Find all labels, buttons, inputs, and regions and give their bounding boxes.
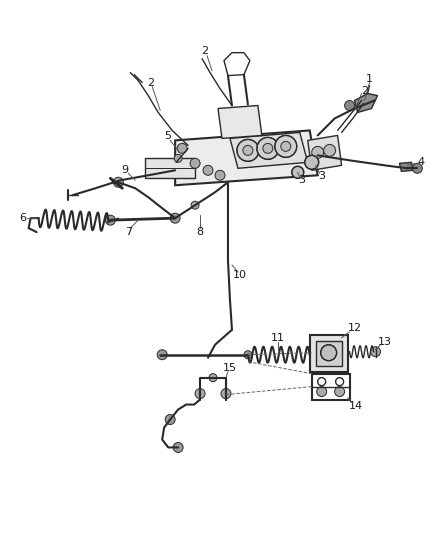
Text: 9: 9 — [121, 165, 129, 175]
Circle shape — [317, 378, 325, 385]
Text: 2: 2 — [360, 86, 367, 95]
Polygon shape — [218, 106, 261, 139]
Circle shape — [203, 165, 212, 175]
Circle shape — [173, 442, 183, 453]
Circle shape — [165, 415, 175, 424]
Circle shape — [215, 171, 224, 180]
Text: 7: 7 — [124, 227, 131, 237]
Text: 14: 14 — [348, 401, 362, 410]
Text: 15: 15 — [223, 362, 237, 373]
Circle shape — [256, 138, 278, 159]
Circle shape — [344, 101, 354, 110]
Text: 3: 3 — [318, 171, 325, 181]
Text: 2: 2 — [201, 46, 208, 55]
Polygon shape — [315, 341, 341, 366]
Text: 13: 13 — [377, 337, 391, 347]
Circle shape — [262, 143, 272, 154]
Circle shape — [323, 144, 335, 156]
Circle shape — [311, 147, 323, 158]
Circle shape — [370, 347, 380, 357]
Circle shape — [194, 389, 205, 399]
Circle shape — [237, 140, 258, 161]
Circle shape — [291, 166, 303, 178]
Circle shape — [335, 378, 343, 385]
Circle shape — [304, 155, 318, 169]
Circle shape — [157, 350, 167, 360]
Text: 4: 4 — [417, 157, 424, 167]
Text: 5: 5 — [164, 132, 171, 141]
Text: 1: 1 — [365, 74, 372, 84]
Circle shape — [334, 386, 344, 397]
Text: 6: 6 — [19, 213, 26, 223]
Text: 12: 12 — [347, 323, 361, 333]
Circle shape — [190, 158, 200, 168]
Circle shape — [280, 141, 290, 151]
Circle shape — [174, 155, 182, 163]
Circle shape — [113, 177, 123, 187]
Circle shape — [320, 345, 336, 361]
Polygon shape — [230, 132, 307, 168]
Circle shape — [242, 146, 252, 155]
Circle shape — [191, 201, 198, 209]
Text: 8: 8 — [196, 227, 203, 237]
Circle shape — [208, 374, 216, 382]
Circle shape — [105, 215, 115, 225]
Polygon shape — [309, 335, 347, 372]
Text: 10: 10 — [233, 270, 246, 280]
Circle shape — [220, 389, 230, 399]
Polygon shape — [175, 131, 317, 185]
Circle shape — [177, 143, 187, 154]
Text: 11: 11 — [270, 333, 284, 343]
Circle shape — [411, 163, 421, 173]
Circle shape — [244, 351, 251, 359]
Circle shape — [170, 213, 180, 223]
Polygon shape — [399, 163, 413, 171]
Circle shape — [274, 135, 296, 157]
Polygon shape — [145, 158, 194, 178]
Polygon shape — [354, 94, 377, 112]
Text: 3: 3 — [297, 175, 304, 185]
Polygon shape — [307, 135, 341, 171]
Circle shape — [316, 386, 326, 397]
Text: 2: 2 — [146, 78, 153, 87]
